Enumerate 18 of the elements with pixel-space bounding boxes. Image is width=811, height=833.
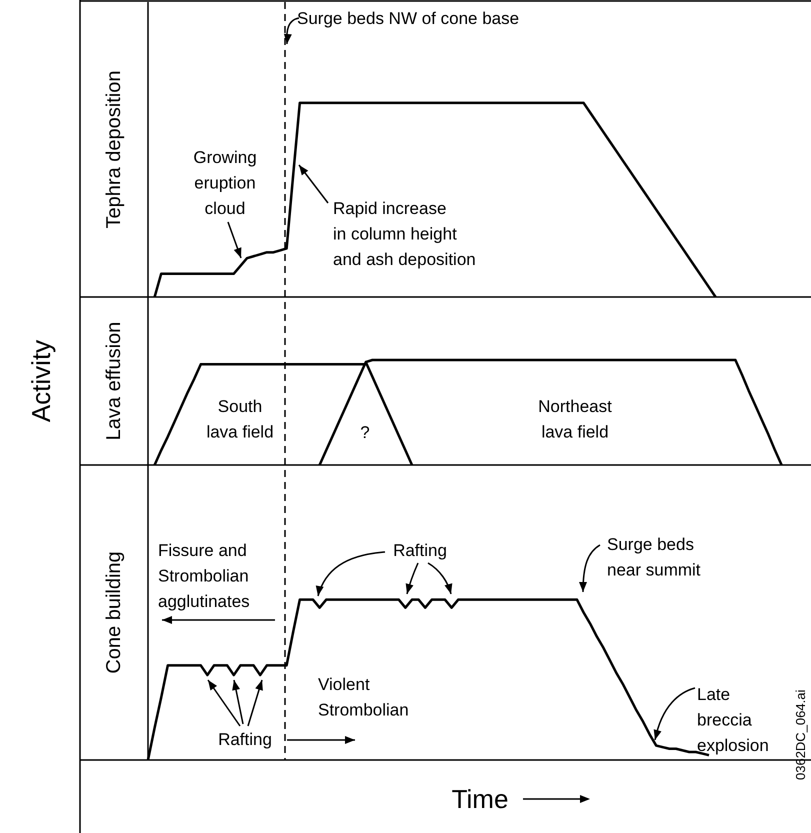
annotation: Violent Strombolian bbox=[318, 675, 409, 720]
y-axis-title: Tephra deposition bbox=[103, 70, 125, 228]
annotation: Rapid increase in column height and ash deposition bbox=[333, 199, 476, 269]
annotation: Late breccia explosion bbox=[697, 685, 769, 755]
x-axis-title: Time bbox=[452, 784, 508, 814]
text: Surge beds NW of cone base bbox=[297, 9, 520, 28]
annotation: Rafting bbox=[218, 730, 272, 749]
y-axis-title: Lava effusion bbox=[103, 322, 125, 440]
annotation: 0362DC_064.ai bbox=[793, 690, 808, 780]
annotation: ? bbox=[360, 423, 370, 442]
annotation: South lava field bbox=[206, 397, 274, 442]
text: Surge beds near summit bbox=[607, 535, 701, 580]
annotation: Northeast lava field bbox=[538, 397, 612, 442]
annotation: Fissure and Strombolian agglutinates bbox=[158, 541, 250, 611]
annotation: Growing eruption cloud bbox=[193, 148, 257, 218]
y-axis-title: Cone building bbox=[103, 551, 125, 674]
text: Activity bbox=[26, 340, 56, 422]
text: Rafting bbox=[393, 541, 447, 560]
